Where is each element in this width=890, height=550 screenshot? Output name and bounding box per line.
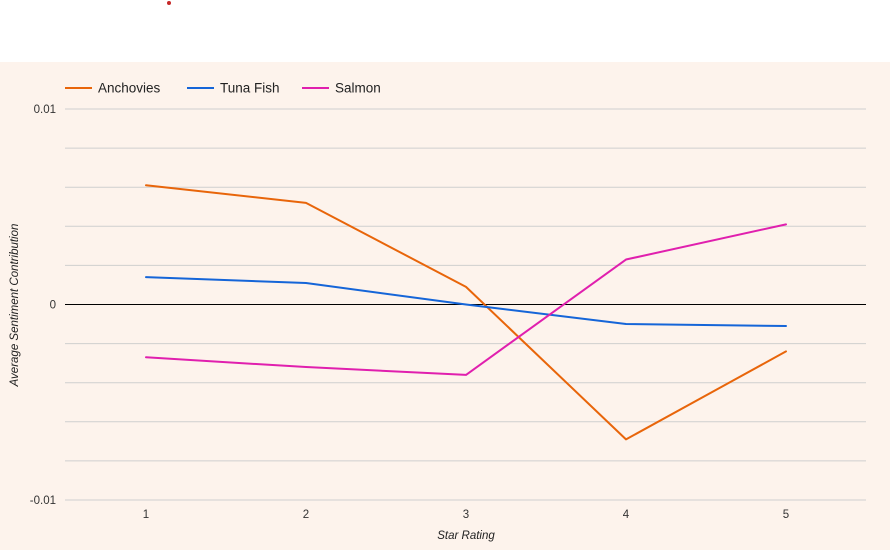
gridlines xyxy=(65,108,866,501)
series-line-tuna-fish xyxy=(145,276,787,328)
legend-item-anchovies[interactable]: Anchovies xyxy=(65,81,161,96)
legend-label: Tuna Fish xyxy=(220,81,280,96)
x-tick-label: 2 xyxy=(303,509,309,521)
legend-label: Salmon xyxy=(335,81,381,96)
series-line-anchovies xyxy=(145,184,787,441)
series-lines xyxy=(145,184,787,441)
x-axis-title: Star Rating xyxy=(437,530,495,542)
x-tick-label: 5 xyxy=(783,509,789,521)
legend: Anchovies Tuna Fish Salmon xyxy=(65,81,381,96)
x-tick-label: 4 xyxy=(623,509,630,521)
tick-labels: 0.01 0 -0.01 1 2 3 4 5 xyxy=(30,104,789,521)
line-chart: 0.01 0 -0.01 1 2 3 4 5 Anchovies Tuna Fish Salmon… xyxy=(9,81,866,542)
y-axis-title: Average Sentiment Contribution xyxy=(9,224,21,388)
y-tick-label: -0.01 xyxy=(30,495,56,507)
y-tick-label: 0 xyxy=(50,300,56,312)
chart-panel: 0.01 0 -0.01 1 2 3 4 5 Anchovies Tuna Fish Salmon… xyxy=(0,62,890,550)
marker-dot xyxy=(167,1,171,5)
x-tick-label: 3 xyxy=(463,509,469,521)
legend-label: Anchovies xyxy=(98,81,161,96)
x-tick-label: 1 xyxy=(143,509,149,521)
y-tick-label: 0.01 xyxy=(34,104,56,116)
legend-item-tuna-fish[interactable]: Tuna Fish xyxy=(187,81,280,96)
series-line-salmon xyxy=(145,223,787,376)
legend-item-salmon[interactable]: Salmon xyxy=(302,81,381,96)
